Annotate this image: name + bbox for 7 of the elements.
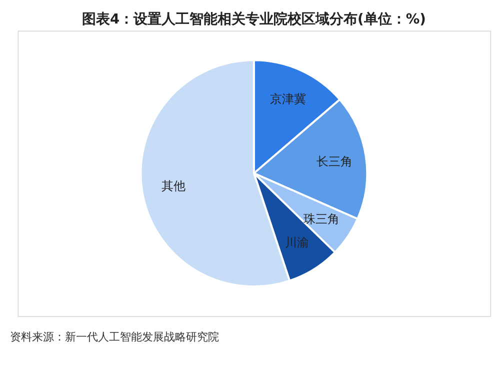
text: 资料来源：新一代人工智能发展战略研究院 bbox=[10, 330, 219, 344]
chart-title: 图表4：设置人工智能相关专业院校区域分布(单位：%) bbox=[82, 10, 426, 28]
slice-label: 京津冀 bbox=[270, 92, 306, 106]
slice-label: 川渝 bbox=[285, 235, 310, 250]
slice-label: 珠三角 bbox=[303, 212, 340, 226]
slice-label: 其他 bbox=[161, 179, 186, 194]
slice-label: 长三角 bbox=[316, 154, 353, 168]
